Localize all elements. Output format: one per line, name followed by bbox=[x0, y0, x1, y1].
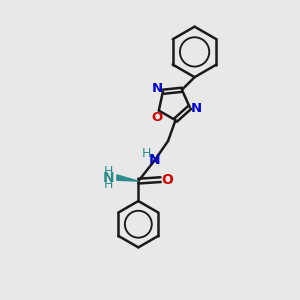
Polygon shape bbox=[117, 175, 138, 181]
Text: H: H bbox=[104, 178, 113, 191]
Text: N: N bbox=[149, 153, 161, 167]
Text: N: N bbox=[152, 82, 163, 95]
Text: H: H bbox=[104, 164, 113, 178]
Text: O: O bbox=[161, 172, 173, 187]
Text: N: N bbox=[103, 171, 114, 184]
Text: H: H bbox=[142, 147, 151, 160]
Text: O: O bbox=[152, 111, 163, 124]
Text: N: N bbox=[191, 102, 202, 115]
